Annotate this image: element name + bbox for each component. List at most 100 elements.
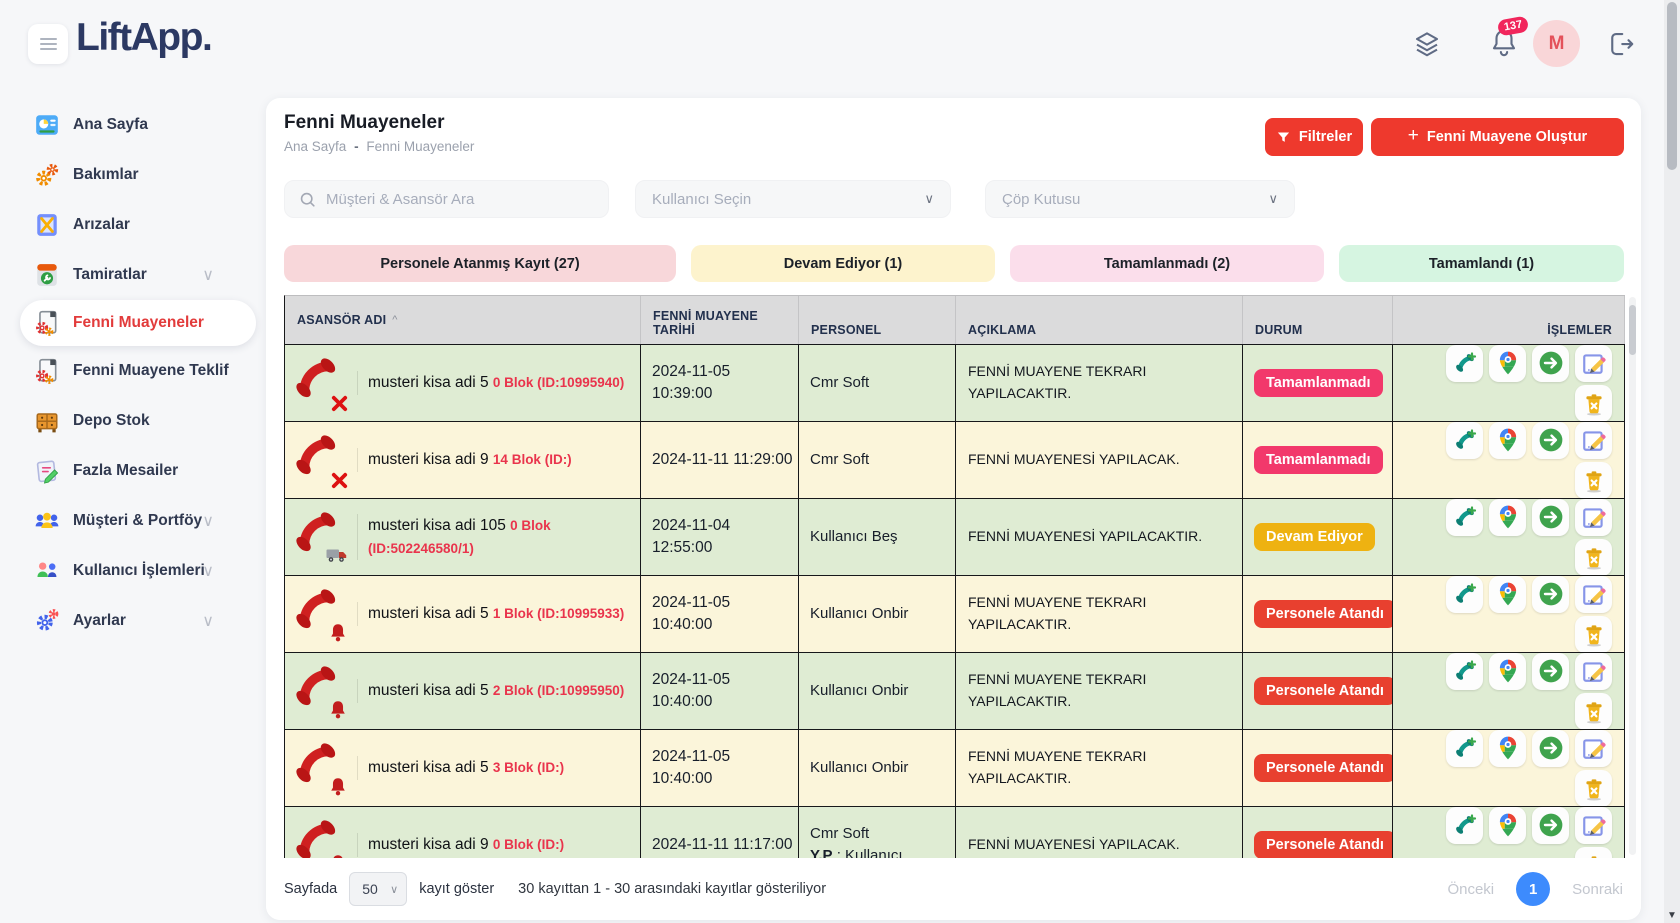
sidebar-item-tamiratlar[interactable]: Tamiratlar ∨ — [0, 250, 266, 300]
maps-pin-icon[interactable] — [1489, 422, 1526, 459]
tab-personele-atanmis[interactable]: Personele Atanmış Kayıt (27) — [284, 245, 676, 282]
asansor-name[interactable]: musteri kisa adi 9 14 Blok (ID:) — [357, 448, 572, 472]
sidebar-item-fazla-mesailer[interactable]: Fazla Mesailer — [0, 446, 266, 496]
per-page-label: Sayfada — [284, 881, 338, 897]
delete-icon[interactable] — [1575, 384, 1612, 421]
maps-pin-icon[interactable] — [1489, 499, 1526, 536]
phone-add-icon[interactable] — [1446, 807, 1483, 844]
trash-select[interactable]: Çöp Kutusu ∨ — [985, 180, 1295, 218]
phone-add-icon[interactable] — [1446, 653, 1483, 690]
edit-icon[interactable] — [1575, 576, 1612, 613]
phone-add-icon[interactable] — [1446, 576, 1483, 613]
menu-toggle-button[interactable] — [28, 24, 68, 64]
maps-pin-icon[interactable] — [1489, 807, 1526, 844]
table-footer: Sayfada 50 ∨ kayıt göster 30 kayıttan 1 … — [266, 858, 1641, 920]
asansor-name[interactable]: musteri kisa adi 5 0 Blok (ID:10995940) — [357, 371, 624, 395]
phone-add-icon[interactable] — [1446, 499, 1483, 536]
logout-icon[interactable] — [1606, 29, 1636, 59]
col-personel[interactable]: PERSONEL — [799, 296, 956, 344]
scrollbar-down-arrow[interactable]: ▼ — [1667, 910, 1677, 921]
asansor-name[interactable]: musteri kisa adi 105 0 Blok (ID:50224658… — [357, 513, 640, 561]
maps-pin-icon[interactable] — [1489, 576, 1526, 613]
go-arrow-icon[interactable] — [1532, 807, 1569, 844]
chevron-down-icon: ∨ — [202, 513, 214, 530]
avatar[interactable]: M — [1533, 20, 1580, 67]
next-page-button[interactable]: Sonraki — [1572, 880, 1623, 898]
delete-icon[interactable] — [1575, 846, 1612, 858]
page-scrollbar[interactable]: ▼ — [1664, 0, 1680, 923]
delete-icon[interactable] — [1575, 615, 1612, 652]
prev-page-button[interactable]: Önceki — [1447, 880, 1495, 898]
sidebar-item-musteri-portfoy[interactable]: Müşteri & Portföy ∨ — [0, 496, 266, 546]
chevron-down-icon: ∨ — [202, 563, 214, 580]
edit-icon[interactable] — [1575, 730, 1612, 767]
maps-pin-icon[interactable] — [1489, 653, 1526, 690]
delete-icon[interactable] — [1575, 692, 1612, 729]
sidebar-item-fenni-muayene-teklif[interactable]: Fenni Muayene Teklif — [0, 346, 266, 396]
filters-button[interactable]: Filtreler — [1265, 118, 1363, 156]
page-title: Fenni Muayeneler — [284, 112, 445, 133]
go-arrow-icon[interactable] — [1532, 499, 1569, 536]
user-select[interactable]: Kullanıcı Seçin ∨ — [635, 180, 951, 218]
inspection-date: 2024-11-11 11:29:00 — [641, 422, 799, 498]
maps-pin-icon[interactable] — [1489, 345, 1526, 382]
sidebar-item-depo-stok[interactable]: Depo Stok — [0, 396, 266, 446]
go-arrow-icon[interactable] — [1532, 576, 1569, 613]
inspection-doc-icon — [34, 310, 60, 336]
create-inspection-button[interactable]: + Fenni Muayene Oluştur — [1371, 118, 1624, 156]
per-page-suffix: kayıt göster — [419, 881, 495, 897]
plus-icon: + — [1407, 125, 1419, 146]
tab-tamamlandi[interactable]: Tamamlandı (1) — [1339, 245, 1624, 282]
delete-icon[interactable] — [1575, 538, 1612, 575]
records-summary: 30 kayıttan 1 - 30 arasındaki kayıtlar g… — [518, 881, 827, 897]
users-icon — [34, 558, 60, 584]
col-tarih[interactable]: FENNİ MUAYENE TARİHİ — [641, 296, 799, 344]
go-arrow-icon[interactable] — [1532, 345, 1569, 382]
search-input[interactable] — [326, 190, 586, 208]
delete-icon[interactable] — [1575, 461, 1612, 498]
asansor-name[interactable]: musteri kisa adi 5 2 Blok (ID:10995950) — [357, 679, 624, 703]
sidebar-item-fenni-muayeneler[interactable]: Fenni Muayeneler — [20, 300, 256, 346]
sidebar-item-bakimlar[interactable]: Bakımlar — [0, 150, 266, 200]
tab-tamamlanmadi[interactable]: Tamamlanmadı (2) — [1010, 245, 1324, 282]
edit-icon[interactable] — [1575, 422, 1612, 459]
asansor-name[interactable]: musteri kisa adi 9 0 Blok (ID:) — [357, 833, 564, 857]
col-durum[interactable]: DURUM — [1243, 296, 1393, 344]
col-aciklama[interactable]: AÇIKLAMA — [956, 296, 1243, 344]
phone-add-icon[interactable] — [1446, 730, 1483, 767]
phone-add-icon[interactable] — [1446, 422, 1483, 459]
go-arrow-icon[interactable] — [1532, 730, 1569, 767]
go-arrow-icon[interactable] — [1532, 653, 1569, 690]
personnel: Cmr Soft — [799, 345, 956, 421]
sidebar-item-kullanici-islemleri[interactable]: Kullanıcı İşlemleri ∨ — [0, 546, 266, 596]
inspection-date: 2024-11-05 10:39:00 — [641, 345, 799, 421]
personnel: Kullanıcı Onbir — [799, 730, 956, 806]
notifications-button[interactable]: 137 — [1489, 15, 1530, 57]
sidebar-item-ana-sayfa[interactable]: Ana Sayfa — [0, 100, 266, 150]
edit-icon[interactable] — [1575, 499, 1612, 536]
sort-caret-icon: ^ — [392, 314, 398, 326]
per-page-select[interactable]: 50 ∨ — [349, 872, 408, 906]
scrollbar-thumb[interactable] — [1667, 2, 1677, 170]
asansor-name[interactable]: musteri kisa adi 5 1 Blok (ID:10995933) — [357, 602, 624, 626]
description: FENNİ MUAYENE TEKRARI YAPILACAKTIR. — [956, 576, 1243, 652]
go-arrow-icon[interactable] — [1532, 422, 1569, 459]
layers-icon[interactable] — [1412, 29, 1442, 59]
tab-devam-ediyor[interactable]: Devam Ediyor (1) — [691, 245, 995, 282]
delete-icon[interactable] — [1575, 769, 1612, 806]
edit-icon[interactable] — [1575, 345, 1612, 382]
overtime-icon — [34, 458, 60, 484]
table-header: ASANSÖR ADI ^ FENNİ MUAYENE TARİHİ PERSO… — [285, 296, 1625, 344]
edit-icon[interactable] — [1575, 653, 1612, 690]
maps-pin-icon[interactable] — [1489, 730, 1526, 767]
sidebar-item-ayarlar[interactable]: Ayarlar ∨ — [0, 596, 266, 646]
edit-icon[interactable] — [1575, 807, 1612, 844]
sidebar-item-arizalar[interactable]: Arızalar — [0, 200, 266, 250]
breadcrumb-home[interactable]: Ana Sayfa — [284, 139, 347, 154]
phone-bell-icon — [293, 586, 347, 642]
col-asansor-adi[interactable]: ASANSÖR ADI ^ — [285, 296, 641, 344]
table-scrollbar[interactable] — [1629, 297, 1636, 855]
asansor-name[interactable]: musteri kisa adi 5 3 Blok (ID:) — [357, 756, 564, 780]
current-page-button[interactable]: 1 — [1516, 872, 1551, 906]
phone-add-icon[interactable] — [1446, 345, 1483, 382]
